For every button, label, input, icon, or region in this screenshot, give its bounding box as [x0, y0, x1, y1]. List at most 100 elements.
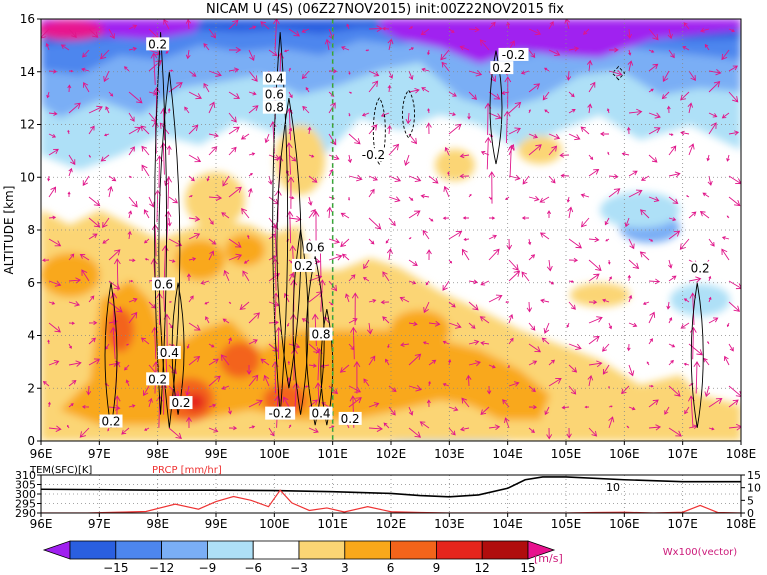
wind-vector: [448, 259, 453, 264]
main-y-tick-label: 2: [27, 381, 35, 395]
contour-label: 0.4: [311, 407, 330, 421]
wind-vector: [648, 424, 662, 431]
wind-vector: [105, 106, 110, 114]
wind-vector: [385, 358, 390, 366]
wind-vector: [301, 28, 310, 33]
wind-vector: [608, 276, 612, 282]
wind-vector: [628, 238, 635, 250]
wind-vector: [110, 326, 117, 360]
wind-vector: [708, 427, 715, 431]
wind-vector: [626, 126, 631, 135]
sub-x-tick-label: 107E: [667, 517, 698, 531]
wind-vector: [528, 133, 539, 139]
wind-vector: [728, 385, 741, 397]
wind-vector: [361, 112, 370, 117]
wind-vector: [388, 175, 402, 183]
wind-vector: [568, 343, 582, 351]
main-y-tick-label: 16: [20, 12, 35, 26]
wind-vector: [588, 236, 600, 243]
contour-label: 0.2: [148, 372, 167, 386]
wind-vector: [125, 343, 130, 346]
wind-vector: [248, 399, 263, 408]
wind-vector: [408, 87, 420, 94]
wind-vector: [626, 28, 633, 39]
wind-vector: [308, 427, 319, 434]
wind-vector: [248, 425, 256, 429]
colorbar-tick-label: −6: [244, 561, 262, 575]
wind-vector: [328, 154, 340, 161]
wind-vector: [580, 193, 590, 198]
wind-vector: [708, 112, 718, 118]
contour-label: 0.2: [294, 259, 313, 273]
wind-vector: [648, 311, 656, 324]
wind-vector: [668, 133, 674, 136]
wind-vector: [668, 196, 679, 204]
wind-vector: [268, 319, 280, 326]
wind-vector: [726, 154, 730, 162]
wind-vector: [588, 273, 600, 282]
wind-vector: [683, 22, 690, 30]
wind-vector: [48, 148, 59, 156]
sub-right-tick-label: 15: [747, 469, 761, 482]
wind-vector: [362, 277, 370, 282]
wind-vector: [48, 186, 57, 198]
wind-vector: [504, 417, 510, 429]
wind-vector: [239, 301, 250, 310]
wind-vector: [528, 405, 538, 410]
wind-vector: [128, 146, 135, 156]
main-x-tick-label: 100E: [259, 447, 290, 461]
wind-vector: [588, 169, 600, 177]
wind-vector: [408, 427, 422, 438]
wind-vector: [421, 87, 430, 93]
contour-label-background: [498, 47, 529, 61]
wind-vector: [228, 186, 242, 198]
wind-vector: [368, 238, 375, 245]
wind-vector: [248, 70, 258, 82]
wind-vector: [427, 108, 430, 114]
wind-vector: [548, 133, 561, 140]
wind-vector: [388, 406, 396, 416]
wind-vector: [228, 238, 242, 248]
colorbar-segment: [390, 540, 437, 560]
contour-label-background: [358, 148, 389, 162]
wind-vector: [143, 238, 150, 244]
wind-vector: [305, 86, 310, 93]
sub-left-tick-label: 300: [15, 488, 36, 501]
contour-label: -0.2: [268, 407, 291, 421]
wind-vector: [447, 171, 450, 177]
wind-vector: [386, 248, 393, 261]
wind-vector: [188, 124, 199, 135]
sub-x-tick-label: 96E: [30, 517, 53, 531]
wind-vector: [308, 399, 318, 408]
wind-vector: [708, 80, 721, 93]
wind-vector: [602, 298, 610, 303]
tem-legend: TEM(SFC)[K]: [29, 465, 92, 476]
wind-vector: [141, 164, 150, 177]
wind-vector: [699, 27, 710, 33]
wind-vector: [627, 60, 634, 72]
main-y-axis: 0 2 4 6 8 10 12 14 16: [20, 12, 41, 448]
colorbar-tick-label: 12: [475, 561, 490, 575]
wind-vector: [568, 364, 578, 373]
wind-vector: [67, 191, 71, 198]
wind-vector: [728, 301, 740, 312]
contour-label: 0.2: [171, 396, 190, 410]
wind-vector: [368, 25, 383, 33]
wind-vector: [68, 301, 81, 307]
wind-vector: [403, 154, 410, 166]
vector-legend-label: Wx100(vector): [663, 547, 738, 558]
wind-vector: [583, 28, 590, 35]
wind-vector: [568, 91, 575, 98]
wind-vector: [68, 154, 76, 166]
wind-vector: [243, 259, 250, 264]
wind-vector: [143, 209, 150, 219]
wind-vector: [468, 360, 481, 367]
wind-vector: [228, 126, 240, 135]
wind-vector: [208, 343, 215, 348]
sub-x-tick-label: 105E: [551, 517, 582, 531]
wind-vector: [428, 217, 434, 222]
wind-vector: [668, 275, 677, 282]
wind-vector: [528, 109, 531, 114]
wind-vector: [548, 280, 555, 285]
w-contour-negative: [612, 65, 625, 81]
